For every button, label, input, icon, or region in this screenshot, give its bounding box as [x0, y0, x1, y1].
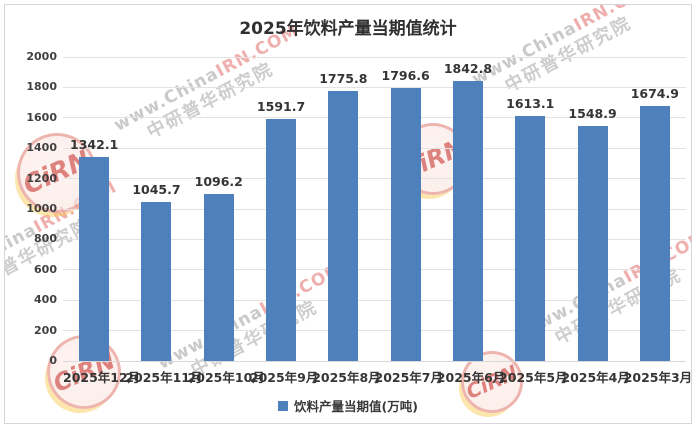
- x-tick-label: 2025年11月: [125, 370, 203, 385]
- chart-frame: www.ChinaIRN.COM 中研普华研究院 www.ChinaIRN.CO…: [4, 4, 692, 424]
- bar-value-label: 1548.9: [568, 105, 617, 121]
- y-tick-label: 600: [34, 262, 57, 276]
- gridline: [63, 269, 686, 271]
- gridline: [63, 330, 686, 332]
- x-tick-label: 2025年6月: [436, 370, 506, 385]
- x-tick-label: 2025年3月: [623, 370, 692, 385]
- legend-swatch-icon: [278, 400, 289, 411]
- y-tick-label: 2000: [26, 50, 57, 63]
- chart-title: 2025年饮料产量当期值统计: [239, 19, 457, 39]
- bar-value-label: 1342.1: [70, 137, 119, 153]
- bar: [141, 202, 172, 361]
- bar-value-label: 1775.8: [319, 71, 368, 87]
- y-tick-label: 0: [49, 354, 57, 367]
- bar-value-label: 1591.7: [256, 99, 306, 115]
- y-tick-label: 1800: [26, 80, 57, 94]
- gridline: [63, 178, 686, 180]
- y-tick-label: 1400: [26, 141, 57, 155]
- x-tick-label: 2025年7月: [374, 370, 444, 385]
- bar: [452, 80, 483, 361]
- gridline: [63, 360, 686, 362]
- bar: [79, 157, 110, 361]
- y-tick-label: 1000: [26, 202, 57, 215]
- y-tick-label: 200: [34, 323, 57, 337]
- x-axis: 2025年12月 2025年11月 2025年10月 2025年9月 2025年8月 20…: [63, 367, 692, 385]
- y-tick-label: 400: [34, 293, 57, 307]
- y-tick-label: 800: [34, 232, 57, 246]
- bar: [577, 125, 608, 361]
- bar: [266, 119, 297, 361]
- bar-value-label: 1796.6: [381, 67, 430, 83]
- legend-label: 饮料产量当期值(万吨): [294, 399, 418, 414]
- x-tick-label: 2025年10月: [187, 370, 265, 385]
- gridline: [63, 147, 686, 149]
- gridline: [63, 238, 686, 240]
- bar: [390, 87, 421, 361]
- bar-value-label: 1842.8: [443, 60, 493, 76]
- x-tick-label: 2025年5月: [499, 370, 568, 385]
- bar: [515, 115, 546, 361]
- bar: [328, 91, 359, 361]
- y-tick-label: 1200: [26, 171, 57, 185]
- bar-value-label: 1096.2: [194, 174, 243, 190]
- plot-area: 0 200 400 600 800 1000 1200 1400 1600 1800 2000 134…: [26, 50, 686, 367]
- gridline: [63, 299, 686, 301]
- legend: 饮料产量当期值(万吨): [5, 396, 691, 415]
- gridline: [63, 117, 686, 119]
- bar-value-label: 1613.1: [506, 95, 555, 111]
- x-tick-label: 2025年9月: [249, 370, 319, 385]
- gridline: [63, 56, 686, 58]
- gridline: [63, 86, 686, 88]
- bar-value-label: 1674.9: [630, 86, 679, 102]
- bar-value-label: 1045.7: [132, 182, 181, 198]
- y-tick-label: 1600: [26, 110, 57, 124]
- x-tick-label: 2025年8月: [312, 370, 381, 385]
- gridline: [63, 208, 686, 210]
- bar: [203, 194, 234, 361]
- bar: [639, 106, 670, 361]
- x-tick-label: 2025年4月: [561, 370, 630, 385]
- x-tick-label: 2025年12月: [63, 370, 141, 385]
